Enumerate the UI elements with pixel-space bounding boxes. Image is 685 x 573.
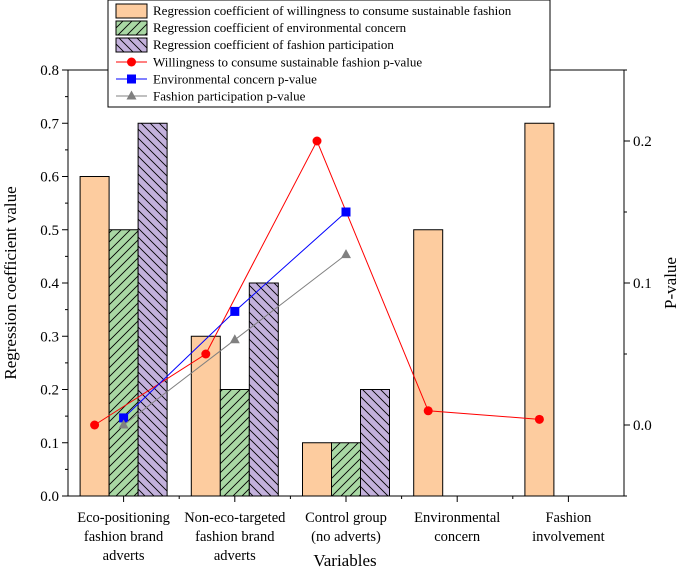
left-tick-label: 0.3 [40,329,59,345]
x-category-label-line: Fashion [545,510,592,526]
bar-s1-c1 [219,389,250,497]
y-axis-left-label: Regression coefficient value [1,186,20,379]
x-category-label-line: involvement [532,529,605,545]
legend-marker-0 [127,57,136,67]
x-axis-ticks: Eco-positioning fashion brand advertsNon-e… [77,496,605,564]
left-axis-ticks: 0.0 0.1 0.2 0.3 0.4 0.5 0.6 0.7 0.8 [40,63,68,505]
bar-s2-c1 [248,282,279,497]
line-series-group [90,136,544,430]
x-category-label-line: Environmental [414,510,500,526]
pvalue-point-s2-2 [341,249,351,259]
x-category-label-line: Non-eco-targeted [184,510,286,526]
legend-swatch-bar-1 [115,20,148,36]
right-axis-ticks: 0.0 0.1 0.2 [624,69,652,497]
legend-swatch-bar-0 [115,3,148,19]
legend-box [107,0,551,108]
legend-label-line-2: Fashion participation p-value [153,89,306,104]
right-tick-label: 0.1 [633,276,652,292]
left-tick-label: 0.6 [40,170,59,186]
x-category-label-line: adverts [103,548,145,564]
right-tick-label: 0.0 [633,418,652,434]
legend-marker-1 [127,74,136,84]
x-category-label: Eco-positioning fashion brand adverts [77,510,170,564]
x-category-label-line: (no adverts) [311,529,381,545]
left-tick-label: 0.0 [40,489,59,505]
x-category-label: Fashion involvement [532,510,605,545]
bar-s0-c3 [413,229,444,497]
left-tick-label: 0.4 [40,276,59,292]
left-tick-label: 0.7 [40,116,59,132]
left-tick-label: 0.2 [40,383,59,399]
x-category-label-line: fashion brand [195,529,275,545]
pvalue-point-s2-0 [118,419,129,429]
y-axis-right-label: P-value [661,257,680,309]
x-category-label: Environmental concern [414,510,500,545]
pvalue-point-s1-0 [119,413,129,423]
bar-series-group [79,122,555,497]
legend-marker-2 [126,90,137,100]
legend-label-bar-0: Regression coefficient of willingness to… [153,3,512,18]
legend-swatch-bar-2 [115,37,148,53]
right-tick-label: 0.2 [633,134,652,150]
pvalue-point-s2-1 [229,334,240,344]
pvalue-point-s0-4 [534,414,544,424]
bar-s0-c4 [524,122,555,497]
legend-label-bar-1: Regression coefficient of environmental … [153,20,407,35]
x-axis-label: Variables [313,551,376,570]
legend-label-line-1: Environmental concern p-value [153,72,317,87]
pvalue-point-s0-3 [423,406,433,416]
bar-s0-c2 [302,442,332,497]
x-category-label-line: fashion brand [84,529,164,545]
legend-label-bar-2: Regression coefficient of fashion partic… [153,37,394,52]
x-category-label-line: Eco-positioning [77,510,170,526]
x-category-label-line: concern [434,529,481,545]
bar-s2-c2 [360,389,390,497]
x-category-label-line: Control group [305,510,387,526]
bar-s1-c2 [331,442,361,497]
bar-s1-c0 [108,229,139,497]
x-category-label: Control group (no adverts) [305,510,387,545]
pvalue-point-s1-2 [341,207,351,217]
left-tick-label: 0.5 [40,223,59,239]
x-category-label-line: adverts [214,548,256,564]
pvalue-point-s0-2 [312,136,322,146]
legend-label-line-0: Willingness to consume sustainable fashi… [153,55,422,70]
bar-s0-c1 [190,335,221,497]
bar-s2-c0 [137,122,168,497]
pvalue-point-s1-1 [230,306,240,316]
bar-s0-c0 [79,176,110,497]
left-tick-label: 0.8 [40,63,59,79]
legend: Regression coefficient of willingness to… [107,0,551,108]
pvalue-point-s0-0 [90,420,100,430]
pvalue-point-s0-1 [201,349,211,359]
left-tick-label: 0.1 [40,436,59,452]
x-category-label: Non-eco-targeted fashion brand adverts [184,510,286,564]
